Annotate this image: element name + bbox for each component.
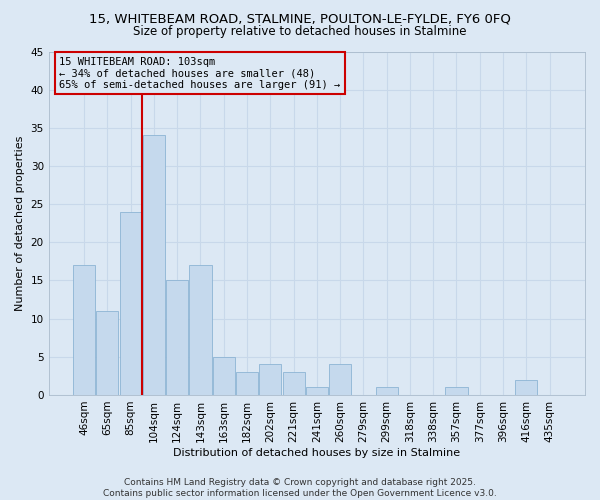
Bar	[259, 364, 281, 395]
Bar	[306, 388, 328, 395]
Bar	[97, 311, 118, 395]
Bar	[143, 136, 165, 395]
Bar	[190, 265, 212, 395]
Text: 15 WHITEBEAM ROAD: 103sqm
← 34% of detached houses are smaller (48)
65% of semi-: 15 WHITEBEAM ROAD: 103sqm ← 34% of detac…	[59, 56, 341, 90]
Bar	[236, 372, 258, 395]
Bar	[283, 372, 305, 395]
Bar	[73, 265, 95, 395]
Bar	[376, 388, 398, 395]
Bar	[445, 388, 467, 395]
Bar	[119, 212, 142, 395]
Bar	[166, 280, 188, 395]
Text: 15, WHITEBEAM ROAD, STALMINE, POULTON-LE-FYLDE, FY6 0FQ: 15, WHITEBEAM ROAD, STALMINE, POULTON-LE…	[89, 12, 511, 26]
Text: Size of property relative to detached houses in Stalmine: Size of property relative to detached ho…	[133, 25, 467, 38]
Bar	[329, 364, 351, 395]
X-axis label: Distribution of detached houses by size in Stalmine: Distribution of detached houses by size …	[173, 448, 460, 458]
Bar	[212, 357, 235, 395]
Bar	[515, 380, 538, 395]
Text: Contains HM Land Registry data © Crown copyright and database right 2025.
Contai: Contains HM Land Registry data © Crown c…	[103, 478, 497, 498]
Y-axis label: Number of detached properties: Number of detached properties	[15, 136, 25, 311]
